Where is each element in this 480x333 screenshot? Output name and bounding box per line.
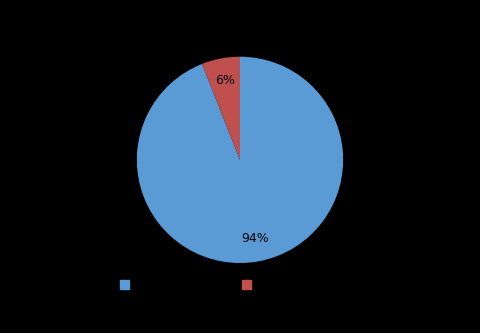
Wedge shape: [137, 57, 343, 263]
Text: 94%: 94%: [241, 232, 269, 245]
Wedge shape: [202, 57, 240, 160]
Legend: Wages & Salaries, Employee Benefits: Wages & Salaries, Employee Benefits: [116, 276, 364, 295]
Text: 6%: 6%: [215, 74, 235, 87]
